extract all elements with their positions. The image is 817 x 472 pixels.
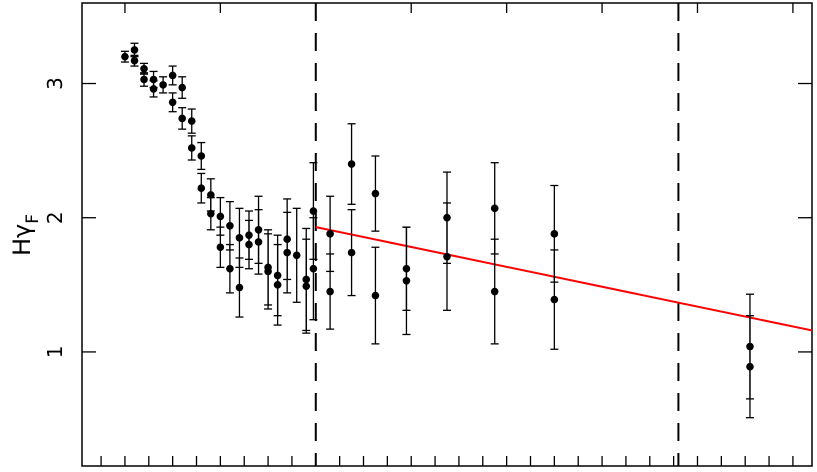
- data-point: [302, 282, 311, 290]
- data-point: [245, 240, 253, 249]
- data-point: [235, 234, 244, 242]
- y-tick-label: 3: [43, 77, 67, 90]
- data-point-group: [745, 315, 754, 419]
- fit-line: [315, 226, 813, 332]
- data-point-group: [149, 80, 158, 98]
- data-point: [490, 287, 499, 296]
- data-point: [149, 85, 158, 93]
- data-point-group: [197, 141, 206, 171]
- data-point-group: [326, 253, 335, 330]
- data-point-group: [402, 226, 411, 336]
- data-point-group: [273, 243, 282, 326]
- data-point: [140, 64, 148, 73]
- data-point-group: [187, 135, 196, 161]
- data-point: [159, 81, 167, 89]
- data-point-group: [225, 200, 234, 251]
- data-point: [207, 209, 215, 218]
- data-point-group: [159, 76, 168, 94]
- data-point: [371, 189, 380, 198]
- data-point: [216, 243, 225, 252]
- fit-line-group: [315, 226, 813, 332]
- data-point: [550, 295, 559, 304]
- data-point: [178, 83, 186, 92]
- data-point: [347, 248, 356, 257]
- data-point: [326, 287, 334, 296]
- data-point: [130, 46, 139, 54]
- data-point: [326, 230, 334, 238]
- data-point-group: [206, 196, 215, 231]
- data-point: [216, 212, 225, 221]
- data-point: [273, 281, 282, 289]
- data-point: [207, 191, 215, 199]
- data-point: [254, 238, 263, 246]
- plot-frame-group: [81, 2, 813, 467]
- data-point-group: [216, 226, 225, 269]
- data-point-group: [347, 209, 356, 297]
- data-point-group: [244, 219, 253, 270]
- data-point-group: [254, 209, 263, 275]
- data-point: [746, 362, 754, 371]
- data-point-group: [130, 42, 139, 58]
- y-tick-labels: 1 2 3: [43, 77, 67, 358]
- data-point-group: [371, 246, 380, 345]
- data-point-group: [283, 211, 292, 294]
- data-point-group: [443, 202, 451, 311]
- data-point: [226, 221, 234, 230]
- data-points: [120, 42, 754, 419]
- data-point-group: [302, 238, 311, 334]
- data-point: [140, 75, 148, 84]
- data-point: [187, 117, 196, 125]
- data-point-group: [371, 155, 380, 232]
- data-point-group: [347, 123, 356, 205]
- data-point: [292, 251, 301, 260]
- plot-frame: [81, 2, 813, 467]
- data-point-group: [187, 108, 196, 134]
- data-point: [121, 52, 129, 61]
- data-point-group: [309, 217, 318, 321]
- data-point-group: [235, 257, 244, 318]
- data-point: [283, 248, 291, 257]
- data-point-group: [292, 207, 301, 303]
- data-point-group: [120, 50, 129, 63]
- data-point-group: [168, 92, 177, 113]
- y-tick-label: 1: [43, 346, 67, 359]
- data-point: [178, 114, 186, 123]
- reference-lines: [314, 3, 680, 466]
- data-point-group: [490, 238, 499, 345]
- data-point: [264, 267, 272, 276]
- data-point: [235, 283, 244, 292]
- data-point: [550, 230, 559, 238]
- data-point-group: [178, 76, 187, 99]
- data-point: [187, 144, 196, 152]
- data-point-group: [140, 72, 149, 87]
- data-point-group: [130, 54, 139, 67]
- data-point: [443, 252, 451, 261]
- data-point-group: [264, 233, 273, 310]
- data-point: [347, 160, 356, 168]
- data-point: [309, 264, 318, 273]
- data-point: [168, 98, 177, 107]
- data-point: [371, 291, 380, 300]
- data-point: [130, 56, 139, 65]
- data-point-group: [168, 65, 177, 86]
- data-point: [197, 184, 206, 192]
- data-point-group: [197, 172, 206, 204]
- data-point: [402, 277, 411, 285]
- data-point: [197, 152, 206, 160]
- y-axis-label: HγF: [8, 214, 43, 256]
- data-point-group: [178, 107, 187, 130]
- data-point: [226, 264, 234, 273]
- data-point: [168, 71, 177, 80]
- data-point: [309, 207, 318, 215]
- data-point-group: [550, 249, 559, 350]
- data-point-group: [225, 243, 234, 294]
- data-point: [490, 204, 499, 213]
- y-tick-label: 2: [43, 211, 67, 224]
